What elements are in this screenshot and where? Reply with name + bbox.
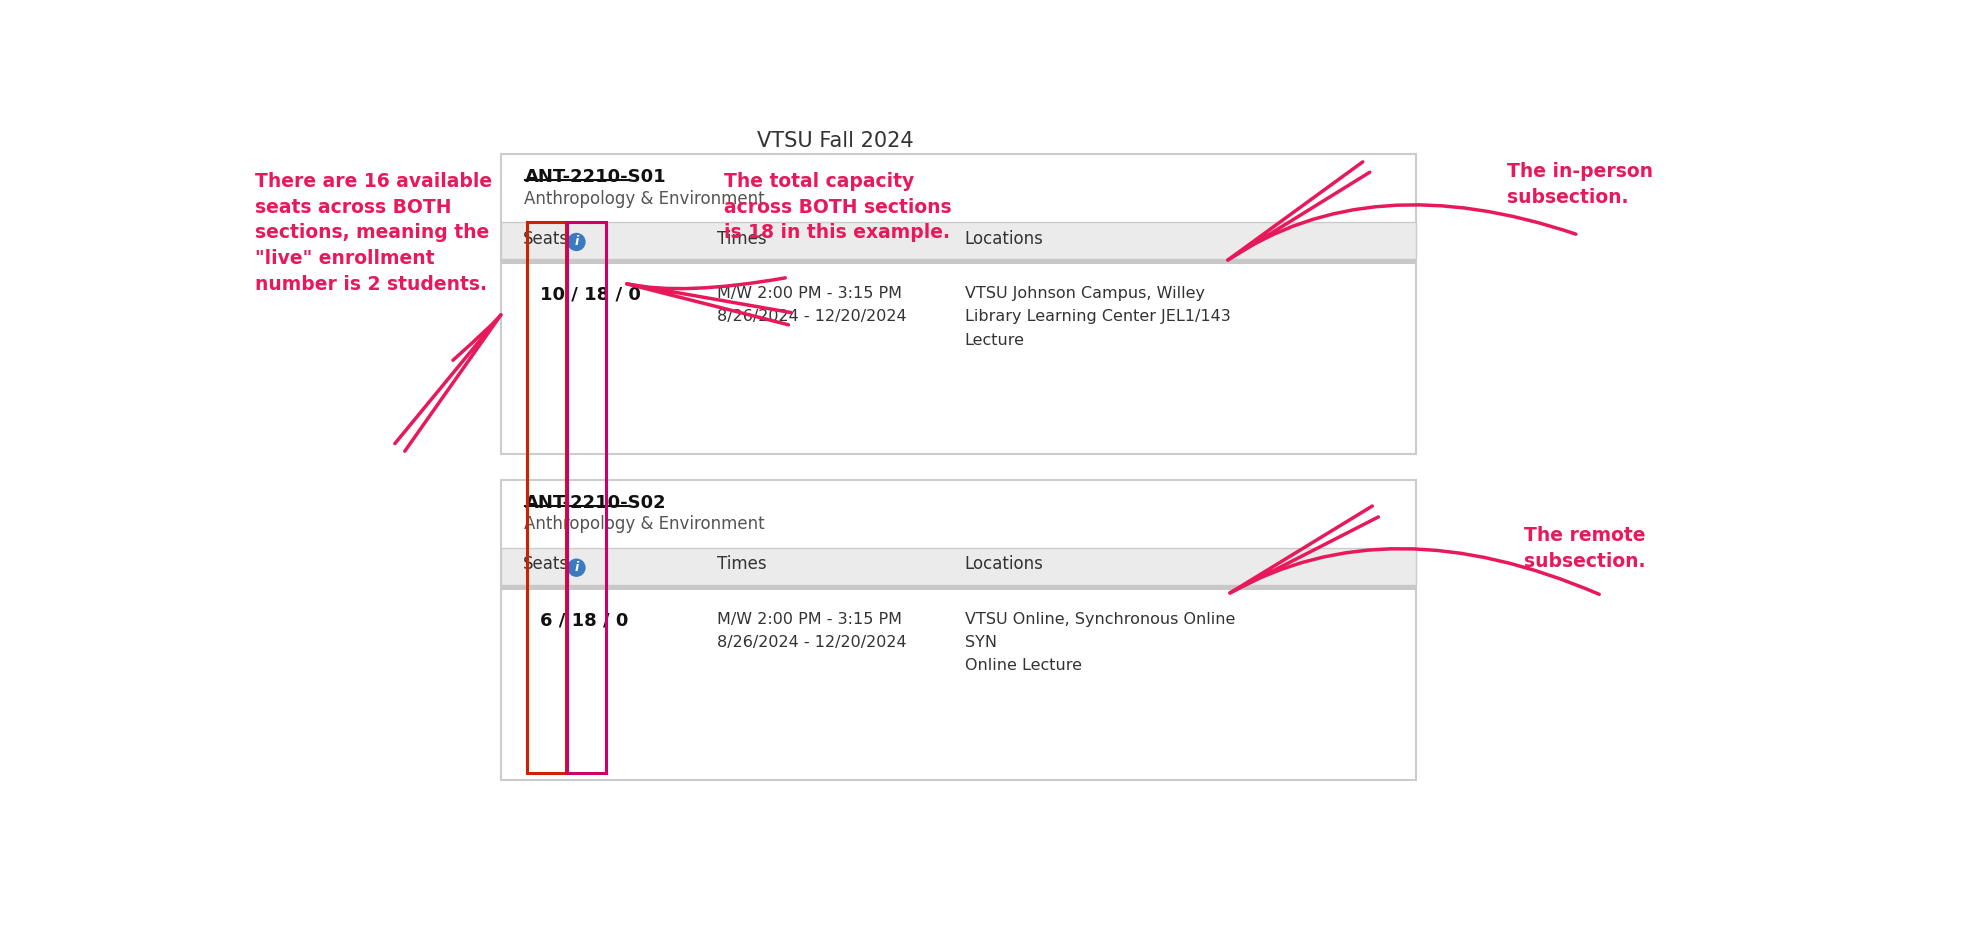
Bar bbox=[568, 222, 605, 773]
Bar bbox=[501, 584, 1416, 590]
Text: Anthropology & Environment: Anthropology & Environment bbox=[524, 189, 766, 208]
Text: M/W 2:00 PM - 3:15 PM
8/26/2024 - 12/20/2024: M/W 2:00 PM - 3:15 PM 8/26/2024 - 12/20/… bbox=[717, 286, 905, 324]
Bar bbox=[501, 154, 1416, 455]
Text: Locations: Locations bbox=[964, 229, 1043, 248]
Bar bbox=[501, 222, 1416, 259]
Text: i: i bbox=[573, 561, 579, 574]
Circle shape bbox=[568, 559, 585, 576]
Text: VTSU Online, Synchronous Online
SYN
Online Lecture: VTSU Online, Synchronous Online SYN Onli… bbox=[964, 611, 1235, 674]
Text: Seats: Seats bbox=[522, 555, 570, 573]
Text: ANT-2210-S02: ANT-2210-S02 bbox=[524, 494, 666, 512]
Bar bbox=[501, 548, 1416, 584]
Text: VTSU Fall 2024: VTSU Fall 2024 bbox=[756, 131, 913, 151]
Text: Times: Times bbox=[717, 229, 766, 248]
Text: Times: Times bbox=[717, 555, 766, 573]
Bar bbox=[501, 259, 1416, 265]
Circle shape bbox=[568, 234, 585, 251]
Text: Seats: Seats bbox=[522, 229, 570, 248]
Text: 10 / 18 / 0: 10 / 18 / 0 bbox=[540, 286, 640, 304]
Text: 6 / 18 / 0: 6 / 18 / 0 bbox=[540, 611, 628, 630]
Text: M/W 2:00 PM - 3:15 PM
8/26/2024 - 12/20/2024: M/W 2:00 PM - 3:15 PM 8/26/2024 - 12/20/… bbox=[717, 611, 905, 650]
Bar bbox=[501, 480, 1416, 780]
Text: There are 16 available
seats across BOTH
sections, meaning the
"live" enrollment: There are 16 available seats across BOTH… bbox=[255, 171, 491, 294]
Text: ANT-2210-S01: ANT-2210-S01 bbox=[524, 168, 666, 186]
Text: The remote
subsection.: The remote subsection. bbox=[1524, 526, 1646, 570]
Text: The total capacity
across BOTH sections
is 18 in this example.: The total capacity across BOTH sections … bbox=[725, 171, 953, 242]
Text: VTSU Johnson Campus, Willey
Library Learning Center JEL1/143
Lecture: VTSU Johnson Campus, Willey Library Lear… bbox=[964, 286, 1231, 348]
Text: Locations: Locations bbox=[964, 555, 1043, 573]
Bar bbox=[526, 222, 566, 773]
Text: The in-person
subsection.: The in-person subsection. bbox=[1506, 162, 1654, 207]
Text: i: i bbox=[573, 235, 579, 248]
Text: Anthropology & Environment: Anthropology & Environment bbox=[524, 515, 766, 533]
